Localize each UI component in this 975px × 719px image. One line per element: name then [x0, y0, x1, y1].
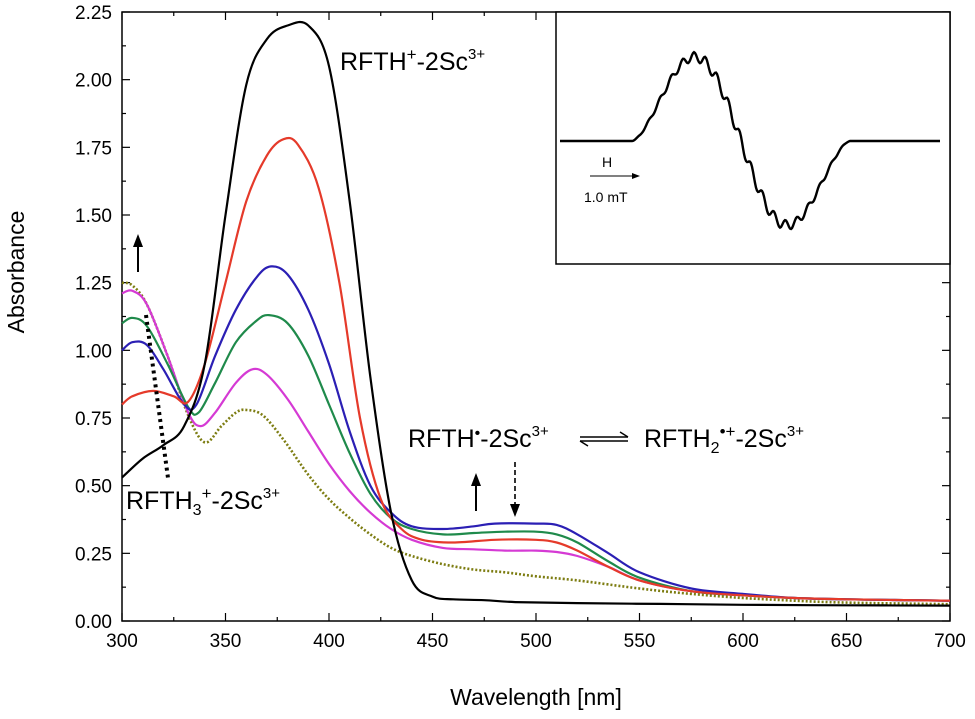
label-rfth3-plus: RFTH3+-2Sc3+ — [126, 484, 280, 519]
down-arrow-dashed — [510, 462, 520, 517]
x-tick-label: 600 — [727, 631, 759, 652]
equilibrium-arrows — [579, 431, 629, 447]
series-layer — [121, 20, 951, 607]
up-arrow-radical — [471, 473, 481, 511]
label-radical-left: RFTH•-2Sc3+ — [408, 423, 549, 453]
inset-arrowhead — [632, 173, 640, 179]
inset-scale-label: 1.0 mT — [584, 189, 628, 205]
inset-esr-panel: H 1.0 mT — [555, 11, 951, 265]
esr-spectrum-line — [560, 50, 940, 231]
x-tick-label: 650 — [831, 631, 863, 652]
y-tick-label: 2.25 — [75, 3, 112, 24]
up-arrow-left — [133, 234, 143, 272]
y-tick-label: 1.75 — [75, 138, 112, 159]
y-tick-label: 0.75 — [75, 409, 112, 430]
y-tick-label: 0.00 — [75, 612, 112, 633]
x-tick-label: 550 — [624, 631, 656, 652]
y-tick-label: 1.25 — [75, 274, 112, 295]
y-tick-label: 1.00 — [75, 341, 112, 362]
x-tick-label: 700 — [934, 631, 966, 652]
y-axis-title: Absorbance — [3, 211, 29, 334]
y-tick-label: 2.00 — [75, 71, 112, 92]
x-axis-title: Wavelength [nm] — [450, 684, 622, 710]
series-line-rfth-2sc3- — [121, 20, 951, 607]
y-tick-label: 1.50 — [75, 206, 112, 227]
label-radical-right: RFTH2•+-2Sc3+ — [644, 422, 804, 457]
series-line-green — [121, 313, 951, 602]
x-tick-label: 450 — [417, 631, 449, 652]
label-rfth-plus: RFTH+-2Sc3+ — [340, 45, 485, 76]
x-tick-label: 300 — [106, 631, 138, 652]
inset-frame — [555, 11, 951, 265]
x-tick-label: 500 — [520, 631, 552, 652]
y-tick-labels: 0.00 0.25 0.50 0.75 1.00 1.25 1.50 1.75 2.00 2.25 — [75, 3, 112, 633]
y-tick-label: 0.25 — [75, 544, 112, 565]
x-tick-labels: 300 350 400 450 500 550 600 650 700 — [106, 631, 966, 652]
y-tick-label: 0.50 — [75, 477, 112, 498]
x-tick-label: 350 — [210, 631, 242, 652]
inset-field-label: H — [602, 154, 612, 170]
series-line-magenta — [121, 289, 951, 602]
x-tick-label: 400 — [313, 631, 345, 652]
